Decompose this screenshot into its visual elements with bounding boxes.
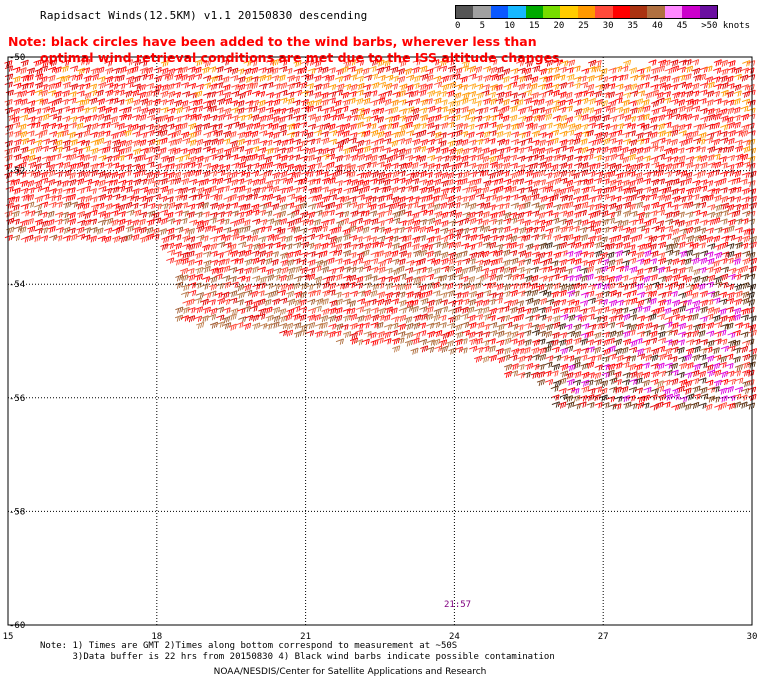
note-line-1: Note: black circles have been added to t…: [8, 34, 537, 49]
legend-label: 0: [455, 21, 461, 31]
chart-title: Rapidsact Winds(12.5KM) v1.1 20150830 de…: [40, 9, 368, 22]
x-tick-label: 18: [151, 632, 162, 642]
legend-color-bar: [455, 5, 718, 19]
legend-labels: 0 5 10 15 20 25 30 35 40 45 >50 knots: [455, 19, 755, 31]
wind-speed-legend: 0 5 10 15 20 25 30 35 40 45 >50 knots: [455, 5, 755, 31]
footnote-line-2: 3)Data buffer is 22 hrs from 20150830 4)…: [40, 652, 555, 662]
note-line-2: optimal wind retrieval conditions are me…: [40, 50, 565, 65]
x-tick-label: 30: [747, 632, 758, 642]
legend-label: 15: [528, 21, 540, 31]
footnote-line-1: Note: 1) Times are GMT 2)Times along bot…: [40, 641, 458, 651]
x-tick-label: 24: [449, 632, 460, 642]
legend-label: 30: [602, 21, 614, 31]
y-tick-label: -56: [9, 394, 25, 404]
legend-swatch: [525, 6, 544, 18]
footnote: Note: 1) Times are GMT 2)Times along bot…: [40, 641, 555, 663]
legend-swatch: [490, 6, 509, 18]
legend-swatch: [682, 6, 700, 18]
y-tick-label: -54: [9, 280, 25, 290]
legend-swatch: [612, 6, 631, 18]
y-tick-label: -58: [9, 507, 25, 517]
pass-time-label: 21:57: [444, 600, 472, 610]
legend-swatch: [647, 6, 665, 18]
legend-label: 5: [479, 21, 486, 31]
plot-frame: [7, 56, 753, 626]
legend-swatch: [630, 6, 648, 18]
credit-line: NOAA/NESDIS/Center for Satellite Applica…: [213, 667, 487, 677]
legend-swatch: [577, 6, 596, 18]
legend-swatch: [560, 6, 578, 18]
legend-swatch: [456, 6, 474, 18]
y-tick-label: -50: [9, 53, 25, 63]
legend-swatch: [699, 6, 718, 18]
legend-swatch: [508, 6, 526, 18]
legend-swatch: [473, 6, 491, 18]
legend-label: >50 knots: [701, 21, 750, 31]
legend-swatch: [595, 6, 613, 18]
legend-swatch: [664, 6, 683, 18]
legend-label: 35: [627, 21, 639, 31]
legend-label: 40: [651, 21, 663, 31]
axis-tick-labels: 15 18 21 24 27 30 -50 -52 -54 -56 -58 -60: [3, 53, 758, 642]
legend-swatch: [543, 6, 561, 18]
legend-label: 20: [553, 21, 565, 31]
legend-label: 45: [676, 21, 688, 31]
legend-label: 10: [504, 21, 516, 31]
wind-barbs-layer: [4, 58, 758, 411]
contamination-note: Note: black circles have been added to t…: [8, 34, 568, 66]
x-tick-label: 15: [3, 632, 14, 642]
y-tick-label: -60: [9, 621, 25, 631]
y-tick-label: -52: [9, 167, 25, 177]
x-tick-label: 21: [300, 632, 311, 642]
legend-label: 25: [578, 21, 589, 31]
x-tick-label: 27: [598, 632, 609, 642]
